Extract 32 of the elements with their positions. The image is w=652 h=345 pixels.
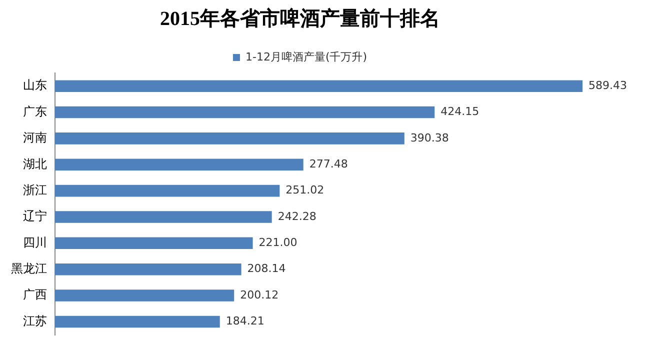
chart-title: 2015年各省市啤酒产量前十排名 <box>160 7 440 30</box>
y-tick-label: 河南 <box>23 130 47 145</box>
data-label: 424.15 <box>440 105 480 118</box>
data-label: 221.00 <box>258 236 298 250</box>
bar <box>55 132 404 144</box>
data-label: 390.38 <box>410 131 449 144</box>
y-tick-label: 山东 <box>23 78 47 92</box>
y-tick-label: 江苏 <box>23 314 47 328</box>
y-tick-label: 广西 <box>23 288 47 302</box>
data-label: 277.48 <box>309 157 348 170</box>
data-label: 251.02 <box>286 184 324 197</box>
bar <box>55 80 583 92</box>
data-label: 242.28 <box>278 210 316 223</box>
y-tick-label: 四川 <box>23 235 47 250</box>
bar <box>55 158 304 171</box>
bar <box>55 316 220 328</box>
bar <box>55 211 272 223</box>
bar <box>55 106 435 118</box>
data-label: 200.12 <box>240 288 279 302</box>
bar <box>55 290 234 302</box>
bar <box>55 184 280 197</box>
y-tick-label: 辽宁 <box>23 209 47 224</box>
legend-label: 1-12月啤酒产量(千万升) <box>245 50 368 64</box>
y-tick-label: 黑龙江 <box>11 261 47 276</box>
data-label: 184.21 <box>226 314 264 328</box>
y-tick-label: 湖北 <box>23 156 47 171</box>
y-tick-label: 广东 <box>23 104 47 118</box>
bar <box>55 237 253 250</box>
y-tick-label: 浙江 <box>23 182 47 197</box>
data-label: 589.43 <box>588 78 628 92</box>
bar <box>55 263 242 276</box>
data-label: 208.14 <box>247 262 286 276</box>
